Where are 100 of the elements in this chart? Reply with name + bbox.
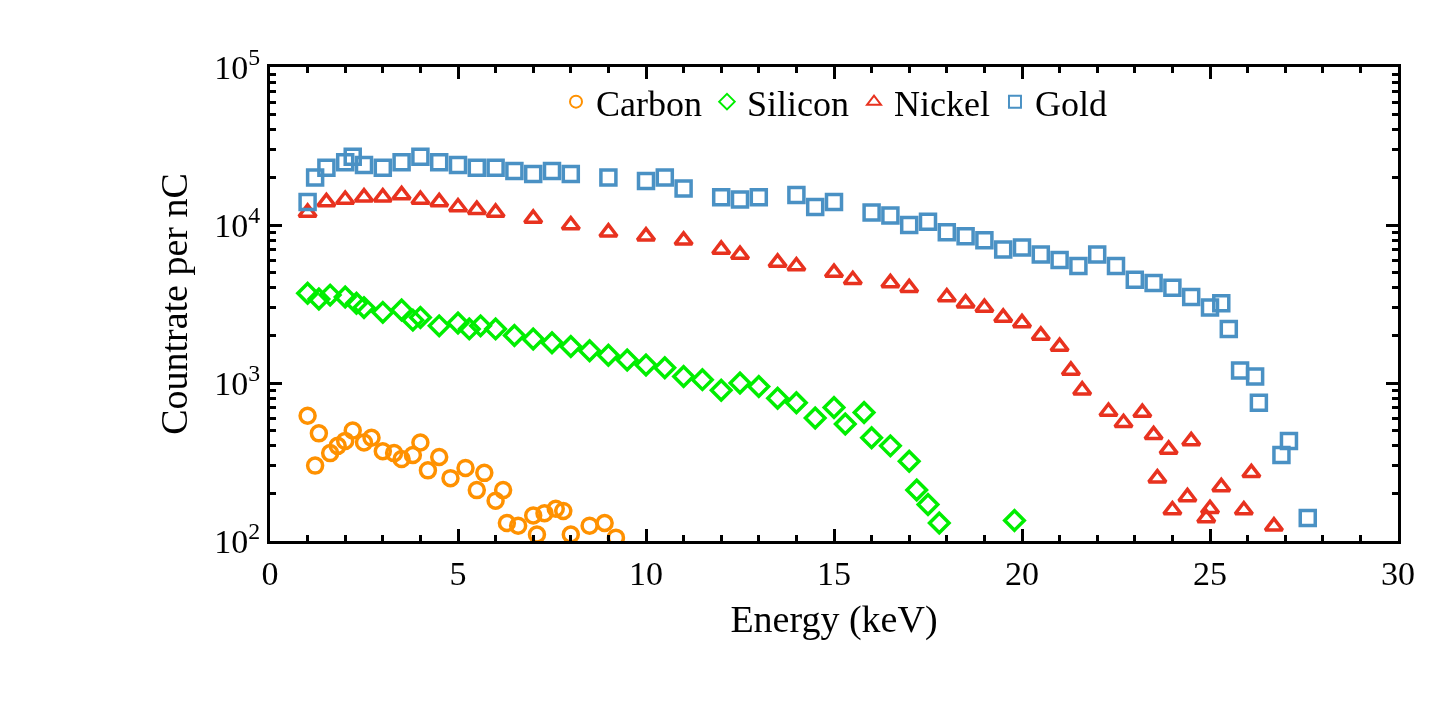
- point: [411, 147, 430, 167]
- point: [315, 192, 337, 208]
- point: [674, 179, 693, 198]
- point: [824, 192, 844, 212]
- point: [418, 461, 438, 480]
- point: [1199, 499, 1221, 515]
- point: [1249, 393, 1269, 412]
- point: [384, 443, 404, 463]
- point: [486, 158, 505, 178]
- point: [353, 187, 375, 203]
- point: [597, 222, 619, 238]
- point: [1279, 431, 1299, 451]
- point: [508, 516, 528, 535]
- point: [333, 285, 357, 309]
- point: [1219, 319, 1239, 339]
- point: [1087, 245, 1107, 264]
- x-axis-title: Energy (keV): [730, 597, 938, 641]
- point: [523, 164, 543, 184]
- point: [1012, 238, 1032, 257]
- point: [390, 298, 414, 322]
- point: [467, 158, 487, 178]
- point: [298, 192, 317, 212]
- y-axis-title: Countrate per nC: [153, 173, 196, 435]
- point: [354, 155, 374, 175]
- point: [373, 158, 393, 178]
- point: [749, 187, 769, 207]
- point: [1230, 361, 1250, 380]
- point: [527, 525, 547, 541]
- point: [1011, 313, 1033, 329]
- point: [936, 287, 958, 303]
- point: [1098, 402, 1119, 418]
- point: [447, 197, 469, 213]
- point: [535, 503, 554, 523]
- point: [1195, 508, 1217, 524]
- point: [554, 501, 573, 521]
- point: [344, 291, 368, 315]
- point: [599, 168, 618, 187]
- x-tick-label: 0: [261, 554, 279, 592]
- point: [729, 245, 751, 261]
- point: [1181, 287, 1201, 307]
- y-tick-label: 10$^{2}$: [214, 517, 261, 560]
- point: [1200, 298, 1220, 317]
- point: [823, 263, 845, 279]
- point: [803, 406, 827, 430]
- point: [655, 168, 675, 187]
- point: [852, 401, 876, 425]
- point: [1125, 270, 1145, 290]
- point: [486, 491, 505, 510]
- point: [362, 428, 381, 448]
- y-tick-label: 10$^{5}$: [214, 43, 261, 86]
- point: [401, 308, 425, 332]
- point: [1240, 463, 1262, 479]
- point: [879, 273, 901, 289]
- point: [711, 187, 731, 207]
- point: [690, 368, 714, 392]
- point: [881, 206, 900, 225]
- legend-label: Nickel: [894, 83, 990, 124]
- point: [766, 386, 790, 410]
- point: [497, 513, 517, 533]
- legend-label: Silicon: [746, 83, 849, 124]
- point: [493, 480, 513, 500]
- point: [343, 147, 362, 167]
- point: [672, 364, 696, 388]
- point: [956, 226, 975, 246]
- point: [484, 317, 508, 341]
- point: [1113, 413, 1134, 429]
- point: [296, 281, 320, 305]
- point: [916, 493, 940, 517]
- point: [1212, 293, 1231, 313]
- point: [318, 283, 342, 307]
- x-tick-label: 5: [449, 554, 467, 592]
- point: [411, 433, 430, 452]
- point: [728, 371, 752, 395]
- point: [305, 456, 325, 475]
- point: [918, 212, 938, 231]
- point: [335, 152, 355, 172]
- point: [975, 231, 994, 250]
- point: [560, 215, 582, 231]
- point: [578, 339, 602, 363]
- point: [448, 155, 468, 175]
- point: [833, 412, 857, 436]
- point: [352, 296, 376, 320]
- point: [307, 287, 331, 311]
- point: [1050, 250, 1069, 270]
- point: [1177, 487, 1198, 503]
- point: [635, 226, 657, 242]
- point: [475, 463, 494, 483]
- point: [391, 185, 413, 201]
- y-tick-label: 10$^{4}$: [214, 201, 261, 244]
- point: [785, 256, 807, 272]
- point: [441, 468, 460, 488]
- point: [466, 200, 488, 216]
- point: [542, 161, 562, 181]
- point: [392, 152, 411, 172]
- point: [878, 434, 902, 458]
- point: [456, 458, 475, 478]
- point: [927, 511, 951, 535]
- point: [317, 158, 336, 178]
- point: [467, 480, 487, 500]
- point: [1031, 245, 1051, 264]
